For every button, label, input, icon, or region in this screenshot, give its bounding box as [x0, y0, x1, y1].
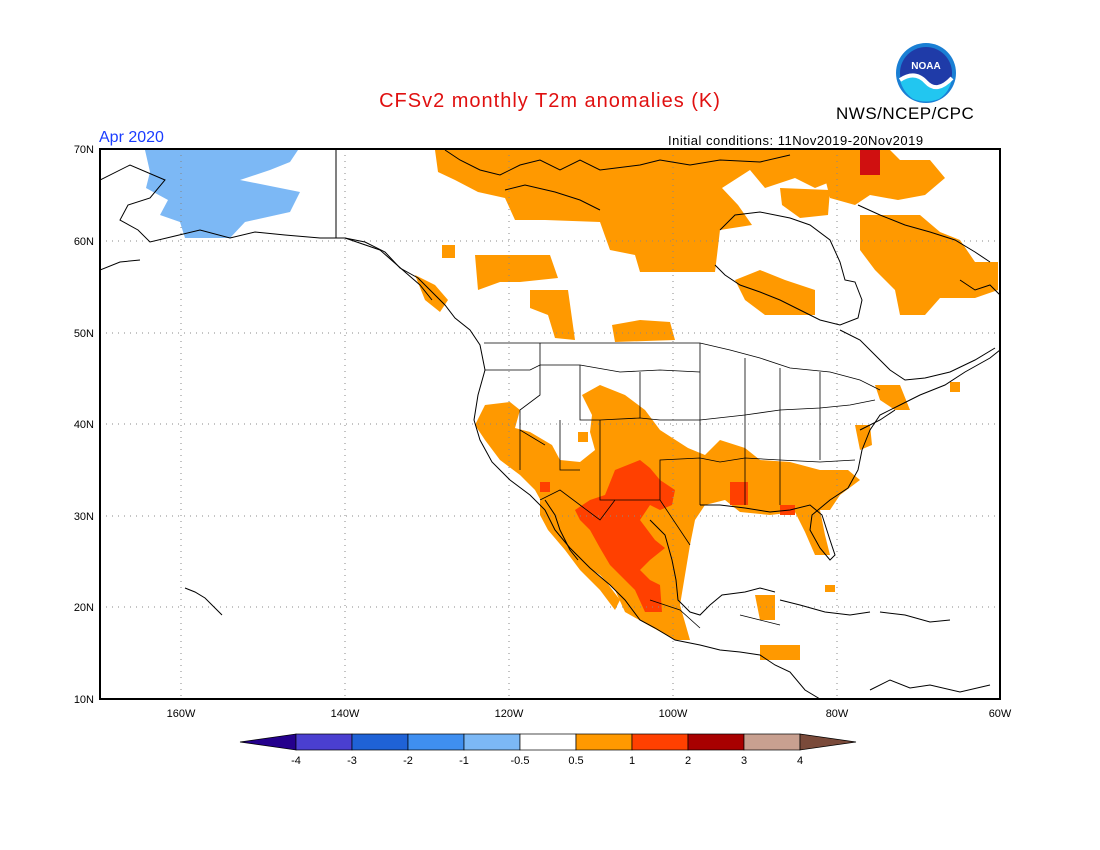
colorbar: -4 -3 -2 -1 -0.5 0.5 1 2 3 4 — [239, 733, 857, 767]
map-title: CFSv2 monthly T2m anomalies (K) — [379, 90, 721, 112]
colorbar-label: 0.5 — [568, 755, 583, 767]
forecast-month: Apr 2020 — [99, 129, 164, 146]
svg-text:20N: 20N — [74, 602, 94, 614]
colorbar-label: 1 — [629, 755, 635, 767]
svg-text:140W: 140W — [331, 708, 360, 720]
svg-text:120W: 120W — [495, 708, 524, 720]
colorbar-label: 3 — [741, 755, 747, 767]
svg-text:60W: 60W — [989, 708, 1012, 720]
noaa-logo-text: NOAA — [911, 61, 940, 72]
svg-text:100W: 100W — [659, 708, 688, 720]
colorbar-swatch — [687, 733, 745, 751]
colorbar-swatch — [351, 733, 409, 751]
initial-conditions: Initial conditions: 11Nov2019-20Nov2019 — [668, 133, 924, 148]
colorbar-swatch — [239, 733, 297, 751]
colorbar-swatch — [407, 733, 465, 751]
colorbar-label: -4 — [291, 755, 301, 767]
agency-label: NWS/NCEP/CPC — [836, 104, 975, 123]
svg-text:60N: 60N — [74, 236, 94, 248]
coastlines — [100, 149, 1000, 699]
colorbar-swatch — [799, 733, 857, 751]
svg-text:50N: 50N — [74, 328, 94, 340]
colorbar-label: -0.5 — [511, 755, 530, 767]
svg-text:70N: 70N — [74, 144, 94, 156]
longitude-labels: 160W 140W 120W 100W 80W 60W — [167, 708, 1012, 720]
colorbar-label: 2 — [685, 755, 691, 767]
latitude-labels: 70N 60N 50N 40N 30N 20N 10N — [74, 144, 94, 706]
colorbar-label: -1 — [459, 755, 469, 767]
svg-text:160W: 160W — [167, 708, 196, 720]
anomaly-field — [145, 150, 998, 660]
colorbar-swatch — [519, 733, 577, 751]
colorbar-label: -2 — [403, 755, 413, 767]
map-frame — [99, 148, 1001, 700]
colorbar-swatch — [631, 733, 689, 751]
colorbar-label: -3 — [347, 755, 357, 767]
colorbar-swatch — [295, 733, 353, 751]
graticule — [100, 149, 1000, 699]
svg-text:40N: 40N — [74, 419, 94, 431]
colorbar-swatch — [743, 733, 801, 751]
svg-text:10N: 10N — [74, 694, 94, 706]
colorbar-swatch — [463, 733, 521, 751]
political-borders — [484, 342, 881, 629]
colorbar-label: 4 — [797, 755, 803, 767]
noaa-logo: NOAA — [895, 42, 957, 104]
svg-text:80W: 80W — [826, 708, 849, 720]
svg-text:30N: 30N — [74, 511, 94, 523]
colorbar-swatch — [575, 733, 633, 751]
